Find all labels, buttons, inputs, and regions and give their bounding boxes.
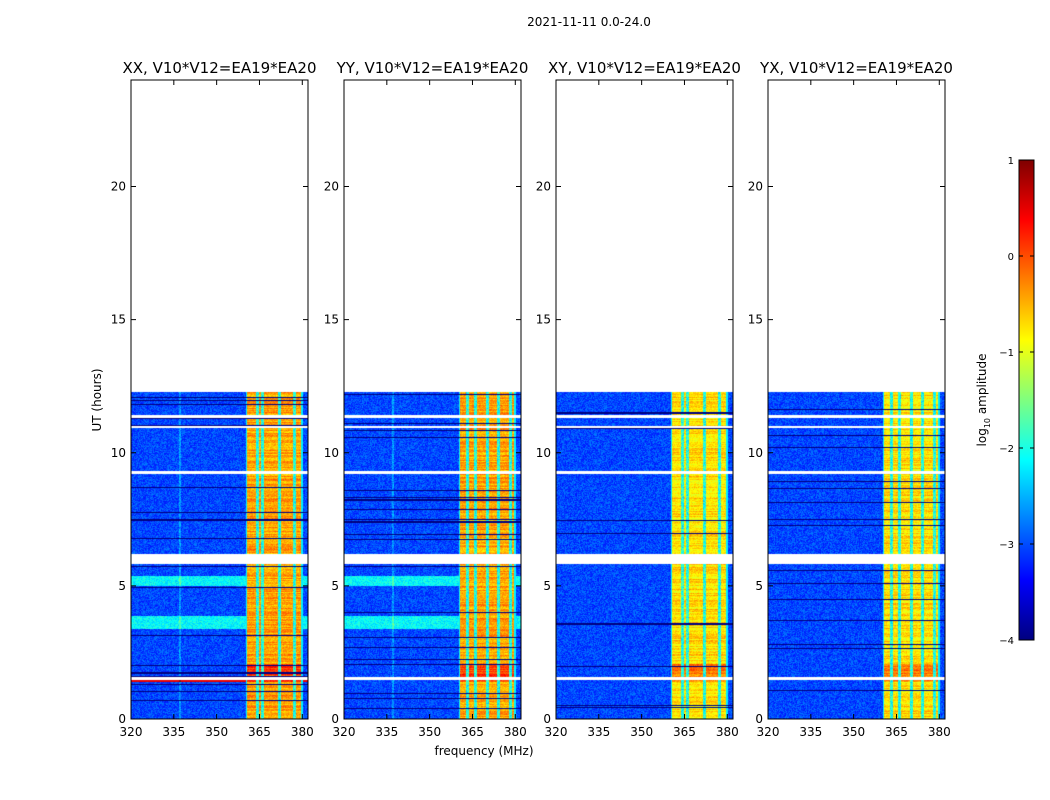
x-tick-label: 320 xyxy=(545,725,568,739)
y-tick-label: 10 xyxy=(324,446,339,460)
y-tick-label: 5 xyxy=(755,579,763,593)
x-tick-label: 380 xyxy=(291,725,314,739)
panel-title: XY, V10*V12=EA19*EA20 xyxy=(548,59,741,77)
panel-frame xyxy=(343,79,522,720)
y-tick-label: 0 xyxy=(543,712,551,726)
figure-title: 2021-11-11 0.0-24.0 xyxy=(527,15,651,29)
panel-xx: XX, V10*V12=EA19*EA20 0 5 10 15 20 320 335 350 36… xyxy=(111,59,317,739)
panel-title: YX, V10*V12=EA19*EA20 xyxy=(759,59,953,77)
y-tick-label: 15 xyxy=(324,313,339,327)
x-tick-label: 380 xyxy=(928,725,951,739)
y-tick-label: 0 xyxy=(331,712,339,726)
colorbar-tick-label: −2 xyxy=(999,444,1014,455)
x-tick-label: 335 xyxy=(162,725,185,739)
heatmap-yx xyxy=(768,80,945,719)
x-tick-label: 320 xyxy=(757,725,780,739)
y-tick-label: 15 xyxy=(111,313,126,327)
colorbar: 1 0 −1 −2 −3 −4 log10 amplitude xyxy=(975,156,1035,647)
panel-yy: YY, V10*V12=EA19*EA20 0 5 10 15 20 320 335 350 36… xyxy=(324,59,529,739)
colorbar-tick-label: −4 xyxy=(999,636,1014,647)
y-tick-label: 10 xyxy=(748,446,763,460)
x-tick-label: 320 xyxy=(120,725,143,739)
x-tick-label: 335 xyxy=(799,725,822,739)
x-tick-label: 350 xyxy=(418,725,441,739)
y-tick-label: 5 xyxy=(118,579,126,593)
panel-title: XX, V10*V12=EA19*EA20 xyxy=(122,59,316,77)
y-tick-label: 10 xyxy=(111,446,126,460)
x-tick-label: 365 xyxy=(673,725,696,739)
y-tick-label: 0 xyxy=(755,712,763,726)
panels: XX, V10*V12=EA19*EA20 0 5 10 15 20 320 335 350 36… xyxy=(111,59,953,739)
panel-title: YY, V10*V12=EA19*EA20 xyxy=(336,59,529,77)
y-tick-label: 10 xyxy=(536,446,551,460)
colorbar-tick-label: −3 xyxy=(999,540,1014,551)
colorbar-gradient xyxy=(1018,159,1035,641)
x-tick-label: 350 xyxy=(842,725,865,739)
y-tick-label: 20 xyxy=(536,180,551,194)
y-tick-label: 5 xyxy=(331,579,339,593)
heatmap-xy xyxy=(556,80,733,719)
x-tick-label: 380 xyxy=(504,725,527,739)
y-tick-label: 20 xyxy=(111,180,126,194)
x-tick-label: 350 xyxy=(205,725,228,739)
colorbar-tick-label: 0 xyxy=(1008,252,1014,263)
x-tick-label: 335 xyxy=(375,725,398,739)
colorbar-tick-label: 1 xyxy=(1008,156,1014,167)
y-tick-label: 5 xyxy=(543,579,551,593)
x-tick-label: 350 xyxy=(630,725,653,739)
panel-frame xyxy=(555,79,734,720)
colorbar-tick-label: −1 xyxy=(999,348,1014,359)
y-tick-label: 15 xyxy=(536,313,551,327)
x-tick-label: 365 xyxy=(461,725,484,739)
y-tick-label: 15 xyxy=(748,313,763,327)
panel-yx: YX, V10*V12=EA19*EA20 0 5 10 15 20 320 335 350 36… xyxy=(748,59,953,739)
y-tick-label: 20 xyxy=(324,180,339,194)
panel-xy: XY, V10*V12=EA19*EA20 0 5 10 15 20 320 335 350 36… xyxy=(536,59,741,739)
x-tick-label: 365 xyxy=(248,725,271,739)
panel-frame xyxy=(767,79,946,720)
panel-frame xyxy=(130,79,309,720)
heatmap-xx xyxy=(131,80,308,719)
y-tick-label: 0 xyxy=(118,712,126,726)
x-axis-label: frequency (MHz) xyxy=(434,744,533,758)
y-tick-label: 20 xyxy=(748,180,763,194)
y-axis-label: UT (hours) xyxy=(90,368,104,431)
x-tick-label: 380 xyxy=(716,725,739,739)
x-tick-label: 335 xyxy=(587,725,610,739)
heatmap-yy xyxy=(344,80,521,719)
colorbar-label: log10 amplitude xyxy=(975,354,992,447)
x-tick-label: 320 xyxy=(333,725,356,739)
x-tick-label: 365 xyxy=(885,725,908,739)
